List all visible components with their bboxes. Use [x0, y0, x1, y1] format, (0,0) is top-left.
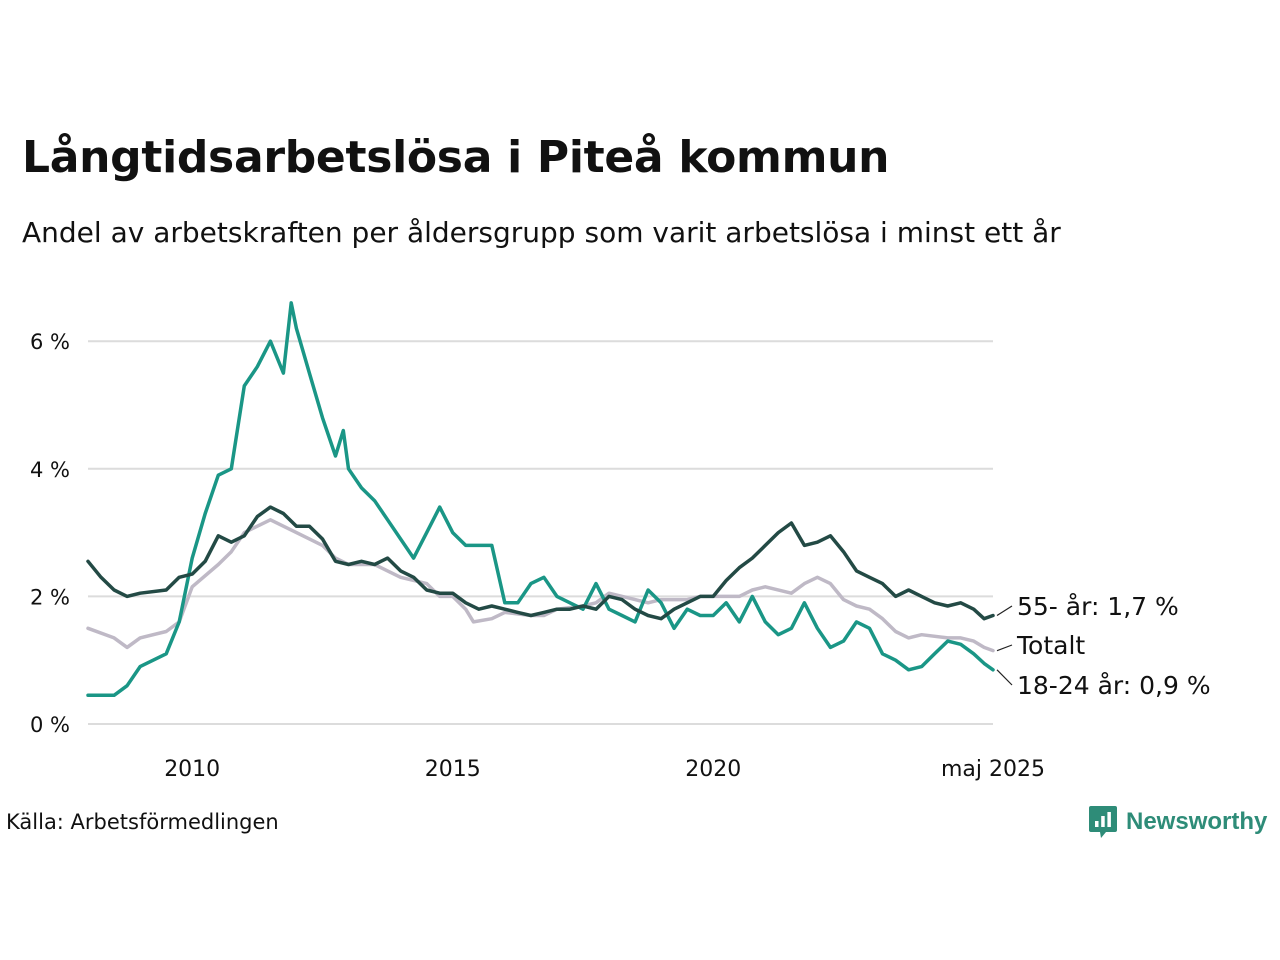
y-tick-label: 4 % — [30, 458, 70, 482]
leader-line — [996, 605, 1013, 617]
brand-logo[interactable]: Newsworthy — [1088, 804, 1267, 840]
series-end-label: Totalt — [1016, 631, 1085, 660]
x-axis-ticks: 2010 2015 2020 maj 2025 — [164, 757, 1045, 782]
y-tick-label: 6 % — [30, 330, 70, 354]
brand-name: Newsworthy — [1126, 808, 1268, 835]
source-note: Källa: Arbetsförmedlingen — [6, 810, 279, 834]
chart-title: Långtidsarbetslösa i Piteå kommun — [22, 132, 890, 183]
series-line — [86, 301, 995, 698]
x-tick-label: 2010 — [164, 757, 220, 782]
chart-subtitle: Andel av arbetskraften per åldersgrupp s… — [22, 216, 1061, 249]
series-end-label: 18-24 år: 0,9 % — [1017, 671, 1211, 700]
leader-line — [996, 644, 1013, 652]
series-lines — [86, 301, 995, 698]
series-end-labels: Totalt 18-24 år: 0,9 % 55- år: 1,7 % — [996, 592, 1211, 700]
series-end-label: 55- år: 1,7 % — [1017, 592, 1179, 621]
gridlines — [88, 340, 993, 725]
x-tick-label: 2020 — [685, 757, 741, 782]
y-tick-label: 0 % — [30, 713, 70, 737]
series-line — [86, 505, 995, 621]
y-tick-label: 2 % — [30, 585, 70, 609]
leader-line — [996, 669, 1013, 686]
newsworthy-logo-icon — [1088, 804, 1118, 840]
x-tick-label: 2015 — [425, 757, 481, 782]
x-tick-label: maj 2025 — [941, 757, 1045, 782]
y-axis-ticks: 0 % 2 % 4 % 6 % — [30, 330, 70, 737]
